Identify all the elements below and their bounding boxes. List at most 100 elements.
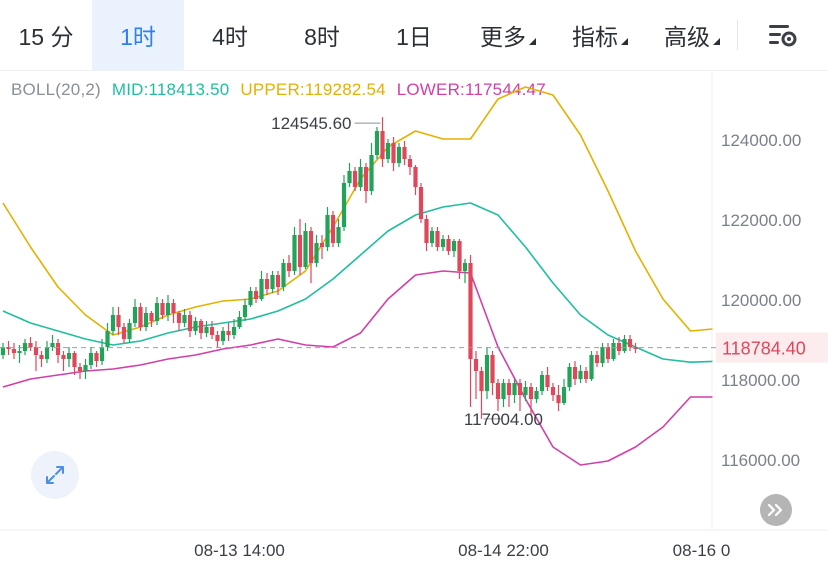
double-chevron-right-icon	[767, 503, 783, 517]
tab-label: 8时	[304, 24, 340, 50]
candle-body	[583, 371, 589, 379]
candle-body	[17, 351, 22, 353]
candle-body	[501, 383, 506, 399]
candle-body	[198, 321, 204, 333]
candle-body	[347, 171, 352, 183]
candle-body	[616, 343, 622, 351]
candle-body	[396, 147, 402, 163]
candle-body	[143, 313, 149, 327]
dropdown-triangle-icon	[621, 37, 628, 45]
current-price-badge	[716, 332, 828, 363]
tab-15m[interactable]: 15 分	[0, 0, 92, 70]
candle-body	[105, 331, 110, 347]
tab-indicators[interactable]: 指标	[554, 0, 646, 70]
candle-body	[495, 383, 501, 399]
candle-body	[0, 347, 6, 355]
candle-body	[429, 231, 435, 243]
candle-body	[600, 347, 605, 363]
candle-body	[479, 371, 484, 391]
candle-body	[66, 353, 72, 359]
candle-body	[193, 321, 198, 331]
candle-body	[110, 315, 116, 331]
candle-body	[286, 263, 292, 271]
candle-body	[611, 343, 616, 359]
candle-body	[506, 383, 512, 395]
candle-body	[484, 355, 490, 391]
candle-body	[468, 263, 473, 359]
chart-settings-icon	[769, 25, 797, 47]
candle-body	[275, 275, 281, 287]
candle-body	[473, 359, 479, 371]
candle-body	[352, 171, 358, 187]
candle-body	[402, 147, 407, 159]
fullscreen-button[interactable]	[31, 451, 79, 499]
candle-body	[457, 241, 462, 271]
candle-body	[303, 231, 308, 267]
candle-body	[237, 317, 242, 327]
tab-1h[interactable]: 1时	[92, 0, 184, 70]
candle-body	[215, 335, 220, 341]
y-tick-label: 118000.00	[721, 371, 800, 390]
candle-body	[270, 275, 275, 289]
candle-body	[512, 383, 517, 395]
candle-body	[561, 387, 567, 403]
high-price-label: 124545.60	[271, 114, 351, 133]
candle-body	[545, 375, 550, 387]
candle-body	[132, 307, 138, 323]
candle-body	[462, 263, 468, 271]
candle-body	[171, 303, 176, 313]
candle-body	[39, 355, 44, 359]
candle-body	[116, 315, 121, 327]
candle-body	[259, 279, 264, 299]
candle-body	[83, 365, 88, 371]
expand-arrows-icon	[46, 466, 64, 484]
tab-label: 指标	[572, 24, 618, 50]
candle-body	[380, 131, 385, 159]
candle-body	[44, 347, 50, 359]
candlestick-chart[interactable]: 124000.00 122000.00 120000.00 118000.00 1160…	[0, 70, 828, 576]
candle-body	[28, 343, 33, 347]
candle-body	[369, 155, 374, 191]
candle-body	[248, 291, 253, 305]
candle-body	[94, 353, 99, 361]
candle-body	[440, 239, 446, 247]
dropdown-triangle-icon	[529, 37, 536, 45]
candle-body	[6, 347, 11, 349]
tab-1d[interactable]: 1日	[368, 0, 460, 70]
tab-more[interactable]: 更多	[462, 0, 554, 70]
chart-settings-button[interactable]	[752, 14, 812, 56]
candle-body	[622, 339, 627, 351]
candle-body	[567, 367, 572, 387]
tab-label: 高级	[664, 24, 710, 50]
boll-mid-value: MID:118413.50	[111, 80, 230, 99]
candle-body	[336, 227, 341, 243]
tab-4h[interactable]: 4时	[184, 0, 276, 70]
tab-8h[interactable]: 8时	[276, 0, 368, 70]
candle-body	[55, 343, 61, 355]
candle-body	[413, 167, 418, 187]
low-price-label: 117004.00	[464, 410, 543, 429]
candle-body	[523, 387, 528, 395]
candle-body	[451, 241, 457, 251]
candle-body	[330, 215, 336, 243]
y-tick-label: 124000.00	[721, 131, 801, 150]
candle-body	[253, 291, 259, 299]
tab-divider	[737, 20, 738, 50]
candle-body	[374, 131, 380, 155]
candle-body	[528, 387, 534, 399]
x-tick-label: 08-13 14:00	[194, 541, 285, 560]
candle-body	[160, 303, 165, 315]
candle-body	[61, 355, 66, 359]
candle-body	[281, 263, 286, 287]
candle-body	[99, 347, 105, 361]
candle-body	[539, 375, 545, 391]
tab-label: 更多	[480, 24, 526, 50]
candle-body	[572, 367, 578, 379]
scroll-to-latest-button[interactable]	[760, 494, 792, 526]
tab-label: 1时	[120, 24, 156, 50]
candle-body	[424, 219, 429, 243]
candle-body	[138, 307, 143, 327]
candle-body	[220, 331, 226, 341]
tab-advanced[interactable]: 高级	[646, 0, 738, 70]
candle-body	[231, 327, 237, 335]
